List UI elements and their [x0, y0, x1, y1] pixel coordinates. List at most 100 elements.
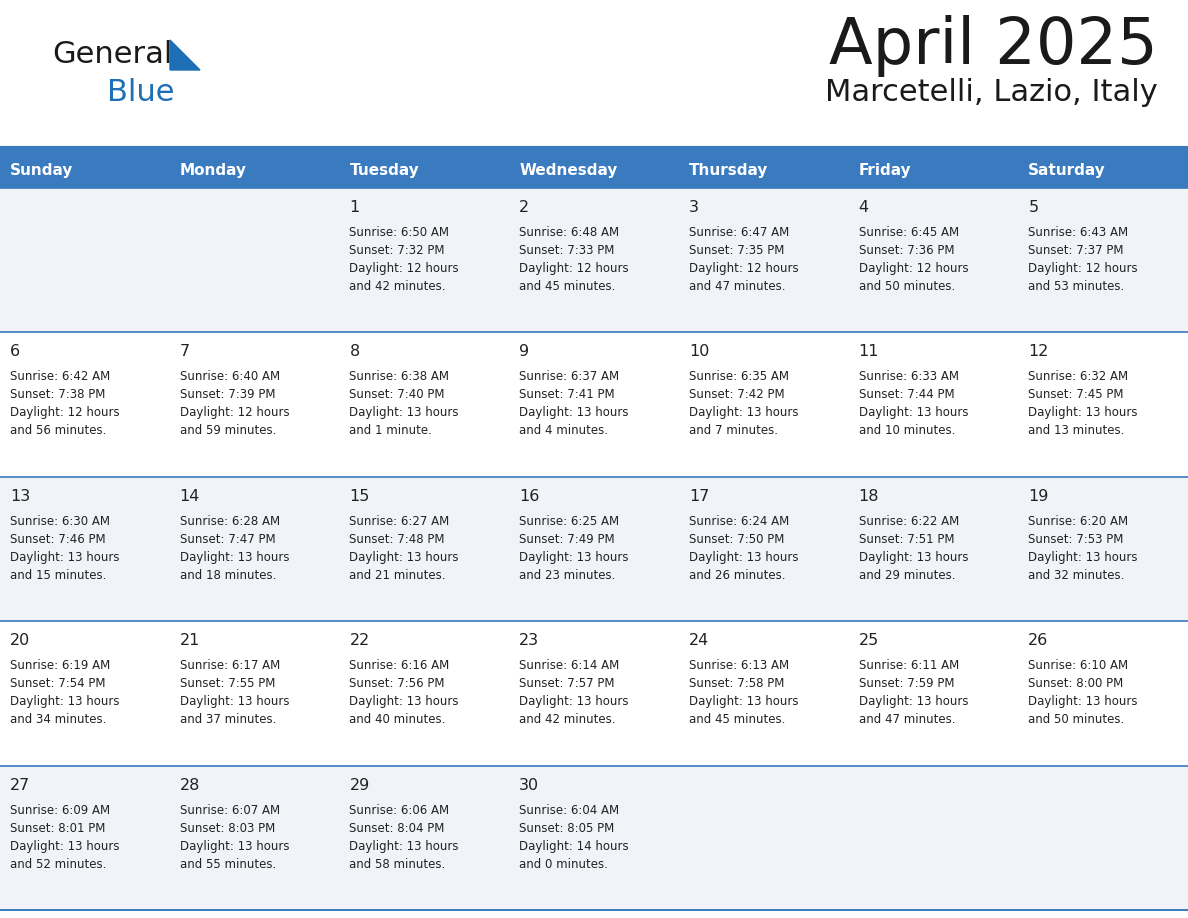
Text: Sunrise: 6:42 AM: Sunrise: 6:42 AM [10, 370, 110, 384]
Text: and 47 minutes.: and 47 minutes. [689, 280, 785, 293]
Text: and 10 minutes.: and 10 minutes. [859, 424, 955, 437]
Text: Sunset: 7:54 PM: Sunset: 7:54 PM [10, 677, 106, 690]
Text: Daylight: 13 hours: Daylight: 13 hours [349, 840, 459, 853]
Text: 22: 22 [349, 633, 369, 648]
Text: and 47 minutes.: and 47 minutes. [859, 713, 955, 726]
Text: Sunset: 7:51 PM: Sunset: 7:51 PM [859, 532, 954, 546]
Text: 8: 8 [349, 344, 360, 360]
Text: and 40 minutes.: and 40 minutes. [349, 713, 446, 726]
Text: and 55 minutes.: and 55 minutes. [179, 857, 276, 870]
Text: Daylight: 13 hours: Daylight: 13 hours [349, 695, 459, 708]
Text: Daylight: 13 hours: Daylight: 13 hours [859, 551, 968, 564]
Text: 30: 30 [519, 778, 539, 792]
Text: 27: 27 [10, 778, 30, 792]
Text: Daylight: 13 hours: Daylight: 13 hours [859, 695, 968, 708]
Text: Daylight: 13 hours: Daylight: 13 hours [689, 551, 798, 564]
Text: and 4 minutes.: and 4 minutes. [519, 424, 608, 437]
Bar [848, 150, 1018, 188]
Text: and 13 minutes.: and 13 minutes. [1029, 424, 1125, 437]
Text: Daylight: 13 hours: Daylight: 13 hours [179, 695, 289, 708]
Text: 13: 13 [10, 488, 30, 504]
Text: Daylight: 13 hours: Daylight: 13 hours [349, 407, 459, 420]
Text: 3: 3 [689, 200, 699, 215]
Text: Sunset: 7:44 PM: Sunset: 7:44 PM [859, 388, 954, 401]
Bar [0, 332, 1188, 476]
Text: Thursday: Thursday [689, 163, 769, 178]
Text: 24: 24 [689, 633, 709, 648]
Bar [0, 476, 1188, 621]
Text: and 45 minutes.: and 45 minutes. [519, 280, 615, 293]
Text: Sunset: 7:42 PM: Sunset: 7:42 PM [689, 388, 784, 401]
Text: Sunrise: 6:07 AM: Sunrise: 6:07 AM [179, 803, 280, 817]
Text: Daylight: 13 hours: Daylight: 13 hours [349, 551, 459, 564]
Text: and 52 minutes.: and 52 minutes. [10, 857, 107, 870]
Bar [1018, 150, 1188, 188]
Text: and 34 minutes.: and 34 minutes. [10, 713, 107, 726]
Text: and 42 minutes.: and 42 minutes. [519, 713, 615, 726]
Text: Daylight: 12 hours: Daylight: 12 hours [179, 407, 290, 420]
Text: Sunset: 8:03 PM: Sunset: 8:03 PM [179, 822, 274, 834]
Text: Sunrise: 6:16 AM: Sunrise: 6:16 AM [349, 659, 450, 672]
Text: and 0 minutes.: and 0 minutes. [519, 857, 608, 870]
Text: Sunrise: 6:13 AM: Sunrise: 6:13 AM [689, 659, 789, 672]
Text: and 15 minutes.: and 15 minutes. [10, 569, 107, 582]
Text: Blue: Blue [107, 78, 175, 107]
Text: Sunset: 7:58 PM: Sunset: 7:58 PM [689, 677, 784, 690]
Text: Daylight: 13 hours: Daylight: 13 hours [10, 551, 120, 564]
Text: 10: 10 [689, 344, 709, 360]
Bar [170, 150, 340, 188]
Text: Sunset: 7:50 PM: Sunset: 7:50 PM [689, 532, 784, 546]
Text: Sunrise: 6:38 AM: Sunrise: 6:38 AM [349, 370, 449, 384]
Text: Sunrise: 6:25 AM: Sunrise: 6:25 AM [519, 515, 619, 528]
Bar [0, 766, 1188, 910]
Text: Sunrise: 6:24 AM: Sunrise: 6:24 AM [689, 515, 789, 528]
Text: Sunset: 7:46 PM: Sunset: 7:46 PM [10, 532, 106, 546]
Text: Sunrise: 6:47 AM: Sunrise: 6:47 AM [689, 226, 789, 239]
Text: and 42 minutes.: and 42 minutes. [349, 280, 446, 293]
Text: and 45 minutes.: and 45 minutes. [689, 713, 785, 726]
Text: Daylight: 12 hours: Daylight: 12 hours [519, 262, 628, 275]
Text: 6: 6 [10, 344, 20, 360]
Text: and 50 minutes.: and 50 minutes. [859, 280, 955, 293]
Text: and 29 minutes.: and 29 minutes. [859, 569, 955, 582]
Text: Sunset: 7:45 PM: Sunset: 7:45 PM [1029, 388, 1124, 401]
Text: Daylight: 14 hours: Daylight: 14 hours [519, 840, 628, 853]
Text: Daylight: 12 hours: Daylight: 12 hours [689, 262, 798, 275]
Text: 29: 29 [349, 778, 369, 792]
Text: Sunrise: 6:04 AM: Sunrise: 6:04 AM [519, 803, 619, 817]
Bar [678, 150, 848, 188]
Text: and 37 minutes.: and 37 minutes. [179, 713, 276, 726]
Text: and 32 minutes.: and 32 minutes. [1029, 569, 1125, 582]
Text: Sunrise: 6:48 AM: Sunrise: 6:48 AM [519, 226, 619, 239]
Text: Monday: Monday [179, 163, 247, 178]
Text: 25: 25 [859, 633, 879, 648]
Text: Sunset: 7:55 PM: Sunset: 7:55 PM [179, 677, 276, 690]
Text: Sunrise: 6:22 AM: Sunrise: 6:22 AM [859, 515, 959, 528]
Bar [0, 621, 1188, 766]
Text: Daylight: 13 hours: Daylight: 13 hours [179, 840, 289, 853]
Text: Sunrise: 6:11 AM: Sunrise: 6:11 AM [859, 659, 959, 672]
Text: Sunset: 7:49 PM: Sunset: 7:49 PM [519, 532, 614, 546]
Text: and 53 minutes.: and 53 minutes. [1029, 280, 1125, 293]
Bar [510, 150, 678, 188]
Text: Daylight: 13 hours: Daylight: 13 hours [1029, 695, 1138, 708]
Text: Sunrise: 6:43 AM: Sunrise: 6:43 AM [1029, 226, 1129, 239]
Text: Sunrise: 6:27 AM: Sunrise: 6:27 AM [349, 515, 450, 528]
Text: and 1 minute.: and 1 minute. [349, 424, 432, 437]
Text: Sunrise: 6:14 AM: Sunrise: 6:14 AM [519, 659, 619, 672]
Text: Sunset: 7:33 PM: Sunset: 7:33 PM [519, 244, 614, 257]
Text: and 58 minutes.: and 58 minutes. [349, 857, 446, 870]
Text: Daylight: 13 hours: Daylight: 13 hours [10, 840, 120, 853]
Text: Daylight: 12 hours: Daylight: 12 hours [859, 262, 968, 275]
Text: 26: 26 [1029, 633, 1049, 648]
Text: Daylight: 13 hours: Daylight: 13 hours [859, 407, 968, 420]
Text: 28: 28 [179, 778, 200, 792]
Text: Sunset: 7:59 PM: Sunset: 7:59 PM [859, 677, 954, 690]
Text: Sunset: 7:37 PM: Sunset: 7:37 PM [1029, 244, 1124, 257]
Text: Sunrise: 6:20 AM: Sunrise: 6:20 AM [1029, 515, 1129, 528]
Text: Wednesday: Wednesday [519, 163, 618, 178]
Text: 2: 2 [519, 200, 530, 215]
Text: Sunset: 8:04 PM: Sunset: 8:04 PM [349, 822, 444, 834]
Text: and 23 minutes.: and 23 minutes. [519, 569, 615, 582]
Polygon shape [170, 40, 200, 70]
